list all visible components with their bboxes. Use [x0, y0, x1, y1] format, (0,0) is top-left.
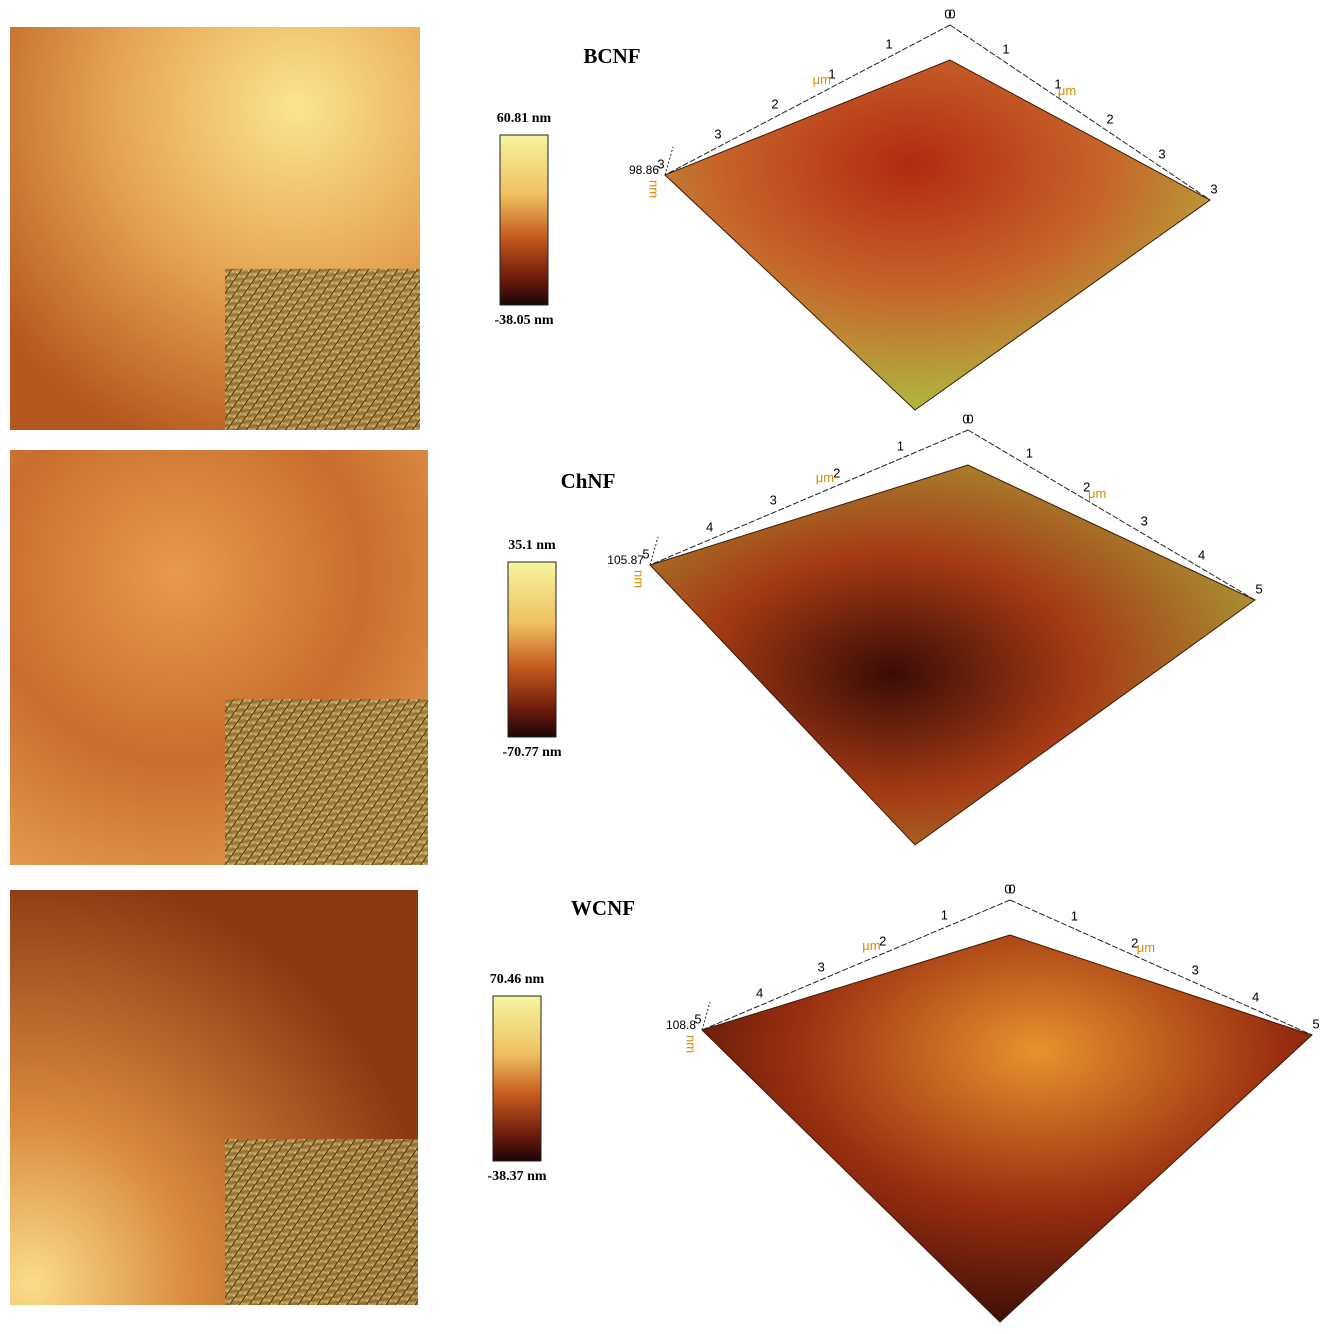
axis-unit: μm — [816, 470, 834, 485]
height-value: 105.87 — [607, 553, 644, 567]
axis-tick-label: 3 — [1158, 146, 1165, 161]
scale-min: -38.05 nm — [494, 313, 553, 328]
scale-min: -70.77 nm — [502, 745, 561, 760]
axis-tick-label: 4 — [756, 985, 763, 1000]
color-bar — [500, 135, 548, 305]
axis-tick-label: 1 — [941, 907, 948, 922]
height-value: 98.86 — [629, 163, 659, 177]
color-bar — [508, 562, 556, 737]
axis-tick-label: 5 — [1255, 581, 1262, 596]
scale-min: -38.37 nm — [487, 1169, 546, 1184]
axis-tick-label: 4 — [1252, 989, 1259, 1004]
axis-tick-label: 1 — [885, 36, 892, 51]
axis-unit: μm — [813, 72, 831, 87]
axis-tick-label: 1 — [897, 438, 904, 453]
scale-max: 70.46 nm — [490, 972, 545, 987]
scale-max: 60.81 nm — [497, 111, 552, 126]
axis-unit: μm — [862, 938, 880, 953]
sample-title: WCNF — [571, 896, 635, 920]
axis-unit: μm — [1137, 940, 1155, 955]
axis-unit: μm — [1058, 83, 1076, 98]
axis-tick-label: 4 — [1198, 547, 1205, 562]
axis-tick-label: 2 — [833, 465, 840, 480]
sample-title: BCNF — [583, 44, 640, 68]
axis-unit: μm — [1088, 486, 1106, 501]
axis-tick-label: 1 — [1002, 41, 1009, 56]
sample-title: ChNF — [561, 469, 616, 493]
figure: 60.81 nm -38.05 nm BCNF 0 1 1 2 3 3 μm 0 1 1 2 3 3 μm 98.… — [0, 0, 1322, 1329]
afm-inset — [225, 699, 428, 865]
axis-tick-label: 3 — [818, 959, 825, 974]
axis-tick-label: 3 — [1141, 513, 1148, 528]
axis-tick-label: 3 — [1192, 962, 1199, 977]
axis-tick-label: 0 — [948, 6, 955, 21]
height-unit: nm — [684, 1035, 699, 1053]
surface-3d — [702, 935, 1312, 1322]
axis-tick-label: 0 — [966, 411, 973, 426]
axis-tick-label: 2 — [771, 96, 778, 111]
axis-tick-label: 3 — [770, 492, 777, 507]
axis-tick-label: 0 — [1008, 881, 1015, 896]
surface-3d — [650, 465, 1255, 845]
axis-tick-label: 3 — [714, 126, 721, 141]
axis-z — [702, 1002, 710, 1030]
axis-tick-label: 1 — [1071, 908, 1078, 923]
axis-z — [665, 147, 673, 175]
color-bar — [493, 996, 541, 1161]
afm-inset — [225, 269, 420, 430]
height-unit: nm — [647, 180, 662, 198]
axis-tick-label: 4 — [706, 519, 713, 534]
axis-tick-label: 1 — [1026, 445, 1033, 460]
axis-tick-label: 2 — [1106, 111, 1113, 126]
scale-max: 35.1 nm — [508, 538, 556, 553]
axis-tick-label: 5 — [1312, 1016, 1319, 1031]
axis-tick-label: 3 — [1210, 181, 1217, 196]
height-unit: nm — [632, 570, 647, 588]
height-value: 108.8 — [666, 1018, 696, 1032]
afm-inset — [225, 1139, 418, 1305]
axis-z — [650, 537, 658, 565]
surface-3d — [665, 60, 1210, 410]
